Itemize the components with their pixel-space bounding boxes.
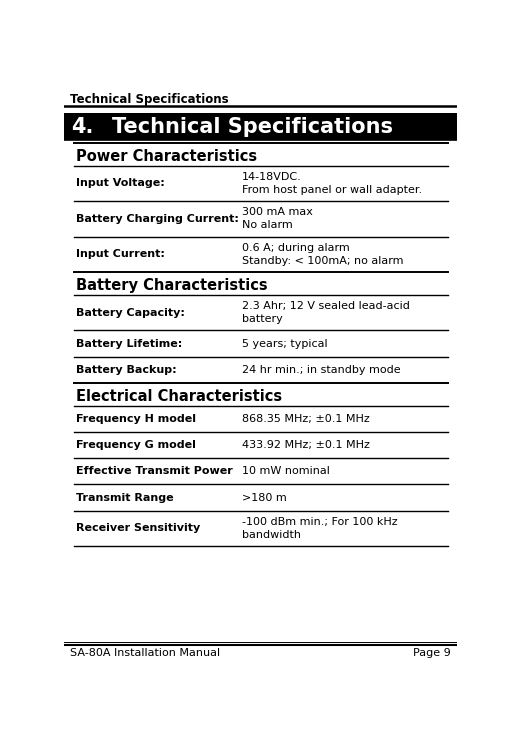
Text: 0.6 A; during alarm
Standby: < 100mA; no alarm: 0.6 A; during alarm Standby: < 100mA; no… [242,242,403,266]
Text: Frequency G model: Frequency G model [76,440,196,450]
Text: Battery Charging Current:: Battery Charging Current: [76,214,239,224]
Text: SA-80A Installation Manual: SA-80A Installation Manual [70,648,220,658]
Text: Power Characteristics: Power Characteristics [76,149,257,164]
Text: Technical Specifications: Technical Specifications [112,118,393,137]
Text: 4.: 4. [71,118,93,137]
Text: Electrical Characteristics: Electrical Characteristics [76,389,282,404]
Text: Battery Backup:: Battery Backup: [76,365,176,375]
Text: Input Current:: Input Current: [76,249,165,259]
Text: Receiver Sensitivity: Receiver Sensitivity [76,523,200,534]
Text: 5 years; typical: 5 years; typical [242,338,327,349]
Text: Technical Specifications: Technical Specifications [70,92,228,106]
Text: Input Voltage:: Input Voltage: [76,178,165,188]
Text: 2.3 Ahr; 12 V sealed lead-acid
battery: 2.3 Ahr; 12 V sealed lead-acid battery [242,302,409,324]
Text: 24 hr min.; in standby mode: 24 hr min.; in standby mode [242,365,400,375]
Text: 14-18VDC.
From host panel or wall adapter.: 14-18VDC. From host panel or wall adapte… [242,171,422,195]
Text: Battery Capacity:: Battery Capacity: [76,307,185,318]
Text: Page 9: Page 9 [413,648,451,658]
Text: 300 mA max
No alarm: 300 mA max No alarm [242,207,312,231]
Text: Frequency H model: Frequency H model [76,414,196,424]
Text: Battery Characteristics: Battery Characteristics [76,279,268,293]
Text: -100 dBm min.; For 100 kHz
bandwidth: -100 dBm min.; For 100 kHz bandwidth [242,517,397,540]
Text: Effective Transmit Power: Effective Transmit Power [76,466,233,477]
Text: 433.92 MHz; ±0.1 MHz: 433.92 MHz; ±0.1 MHz [242,440,370,450]
Bar [64,113,457,140]
Text: Transmit Range: Transmit Range [76,493,174,503]
Text: 10 mW nominal: 10 mW nominal [242,466,330,477]
Text: Battery Lifetime:: Battery Lifetime: [76,338,182,349]
Text: 868.35 MHz; ±0.1 MHz: 868.35 MHz; ±0.1 MHz [242,414,369,424]
Text: >180 m: >180 m [242,493,287,503]
